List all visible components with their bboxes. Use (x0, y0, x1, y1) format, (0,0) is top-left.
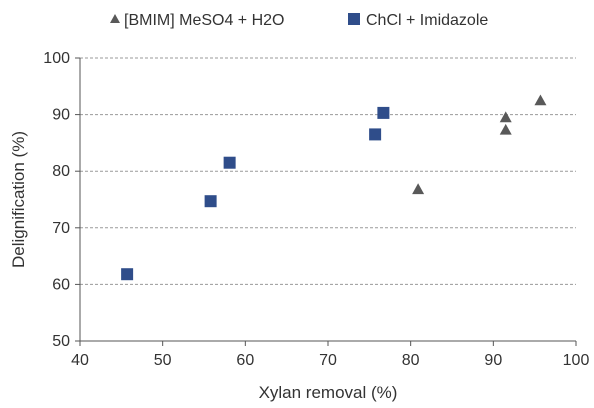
y-tick-label: 50 (52, 333, 70, 350)
series-chcl-imidazole (121, 106, 390, 281)
x-tick-labels: 40 50 60 70 80 90 100 (71, 352, 589, 369)
legend-square-icon (348, 13, 360, 25)
y-tick-label: 80 (52, 163, 70, 180)
square-point (377, 106, 390, 119)
x-tick-label: 50 (154, 352, 172, 369)
data-points (121, 94, 547, 281)
square-point (223, 156, 236, 169)
y-tick-label: 90 (52, 107, 70, 124)
axes (75, 57, 577, 346)
x-tick-label: 80 (402, 352, 420, 369)
y-tick-label: 60 (52, 276, 70, 293)
triangle-point (412, 183, 425, 195)
square-point (204, 195, 217, 208)
x-tick-label: 40 (71, 352, 89, 369)
square-point (121, 268, 134, 281)
y-tick-labels: 50 60 70 80 90 100 (43, 50, 70, 350)
triangle-point (499, 111, 512, 123)
y-tick-label: 70 (52, 220, 70, 237)
y-axis-title: Delignification (%) (9, 131, 28, 268)
triangle-point (534, 94, 547, 106)
series-bmim-meso4 (412, 94, 547, 195)
x-axis-title: Xylan removal (%) (259, 383, 398, 402)
gridlines (80, 57, 576, 285)
triangle-point (499, 123, 512, 135)
legend-label: ChCl + Imidazole (366, 12, 488, 29)
x-tick-label: 60 (236, 352, 254, 369)
legend-triangle-icon (110, 14, 120, 23)
y-tick-label: 100 (43, 50, 70, 67)
square-point (369, 128, 382, 141)
legend-label: [BMIM] MeSO4 + H2O (124, 12, 284, 29)
x-tick-label: 70 (319, 352, 337, 369)
x-tick-label: 100 (563, 352, 590, 369)
legend: [BMIM] MeSO4 + H2O ChCl + Imidazole (110, 12, 488, 29)
x-tick-label: 90 (484, 352, 502, 369)
